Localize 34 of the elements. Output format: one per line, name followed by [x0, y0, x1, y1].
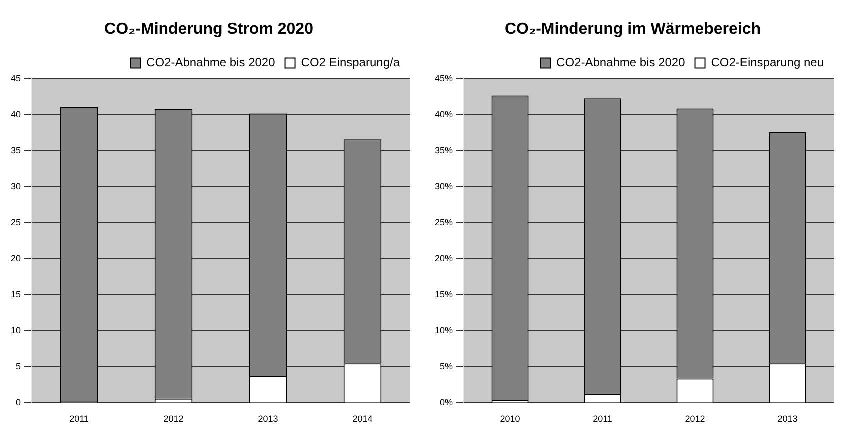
- x-tick-label: 2011: [70, 414, 89, 424]
- y-tick-label: 5%: [440, 362, 454, 372]
- chart-title: CO₂-Minderung im Wärmebereich: [504, 21, 762, 38]
- y-tick-label: 10: [10, 326, 22, 336]
- y-tick-label: 45%: [435, 74, 454, 84]
- y-tick-label: 20: [10, 254, 22, 264]
- legend-label: CO2 Einsparung/a: [301, 56, 400, 70]
- legend-label: CO2-Abnahme bis 2020: [556, 56, 686, 70]
- y-tick-label: 25%: [435, 218, 454, 228]
- y-tick-label: 40: [10, 110, 22, 120]
- x-tick-label: 2013: [778, 414, 798, 424]
- y-tick-label: 15%: [435, 290, 454, 300]
- y-tick-label: 35%: [435, 146, 454, 156]
- y-tick-label: 10%: [435, 326, 454, 336]
- y-tick-label: 45: [10, 74, 22, 84]
- y-tick-label: 30: [10, 182, 22, 192]
- y-tick-label: 35: [10, 146, 22, 156]
- y-tick-label: 0%: [440, 398, 454, 408]
- x-tick-label: 2014: [352, 414, 373, 424]
- legend-label: CO2-Abnahme bis 2020: [146, 56, 276, 70]
- x-tick-label: 2010: [500, 414, 520, 424]
- x-tick-label: 2013: [258, 414, 278, 424]
- x-tick-label: 2012: [164, 414, 184, 424]
- x-tick-label: 2012: [685, 414, 706, 424]
- y-tick-label: 20%: [435, 254, 454, 264]
- y-tick-label: 30%: [435, 182, 454, 192]
- y-tick-label: 5: [16, 362, 22, 372]
- x-tick-label: 2011: [593, 414, 612, 424]
- chart-title: CO₂-Minderung Strom 2020: [104, 21, 314, 38]
- y-tick-label: 40%: [435, 110, 454, 120]
- y-tick-label: 0: [16, 398, 22, 408]
- y-tick-label: 15: [10, 290, 22, 300]
- legend-label: CO2-Einsparung neu: [711, 56, 824, 70]
- y-tick-label: 25: [10, 218, 22, 228]
